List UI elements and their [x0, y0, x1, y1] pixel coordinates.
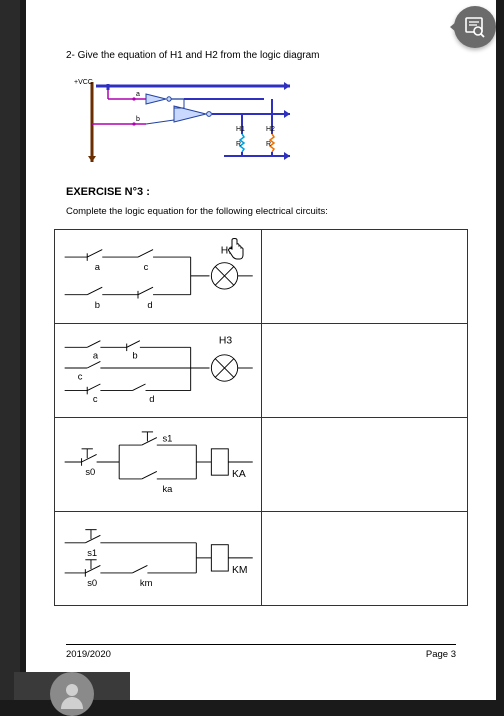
svg-text:s1: s1: [87, 547, 97, 558]
svg-text:a: a: [93, 350, 99, 361]
svg-text:b: b: [136, 116, 140, 123]
user-avatar-icon: [50, 672, 94, 716]
document-search-icon: [463, 15, 487, 39]
footer-page: Page 3: [426, 649, 456, 660]
svg-text:d: d: [147, 299, 152, 310]
circuit-cell-4: s1 s0 km KM: [55, 512, 262, 606]
exercise-title: EXERCISE N°3 :: [66, 186, 456, 198]
svg-text:H1: H1: [221, 245, 234, 256]
svg-text:s0: s0: [87, 577, 97, 588]
svg-text:+VCC: +VCC: [74, 79, 93, 86]
circuits-table: a c b d: [54, 229, 468, 606]
question-line: 2- Give the equation of H1 and H2 from t…: [66, 50, 456, 61]
document-page: 2- Give the equation of H1 and H2 from t…: [26, 0, 496, 700]
answer-cell-3: [261, 418, 468, 512]
svg-text:H1: H1: [236, 126, 245, 133]
page-footer: 2019/2020 Page 3: [66, 644, 456, 660]
table-row: s0 s1 ka: [55, 418, 468, 512]
footer-year: 2019/2020: [66, 649, 111, 660]
svg-text:H2: H2: [266, 126, 275, 133]
svg-text:KA: KA: [232, 469, 246, 480]
svg-text:R: R: [236, 141, 241, 148]
svg-text:a: a: [136, 91, 140, 98]
find-in-document-button[interactable]: [454, 6, 496, 48]
vcc-logic-diagram: +VCC a b H1 H2 R R: [74, 76, 314, 166]
svg-text:s1: s1: [162, 432, 172, 443]
svg-text:c: c: [144, 261, 149, 272]
svg-text:H3: H3: [219, 336, 232, 347]
svg-text:b: b: [95, 299, 100, 310]
answer-cell-2: [261, 324, 468, 418]
circuit-cell-1: a c b d: [55, 230, 262, 324]
exercise-subtitle: Complete the logic equation for the foll…: [66, 206, 456, 217]
svg-text:KM: KM: [232, 565, 248, 576]
svg-text:s0: s0: [85, 466, 95, 477]
svg-text:d: d: [149, 393, 154, 404]
svg-text:c: c: [93, 393, 98, 404]
svg-text:R: R: [266, 141, 271, 148]
table-row: a b c c: [55, 324, 468, 418]
svg-text:c: c: [78, 370, 83, 381]
answer-cell-4: [261, 512, 468, 606]
svg-text:a: a: [95, 261, 101, 272]
table-row: a c b d: [55, 230, 468, 324]
svg-text:b: b: [132, 350, 137, 361]
table-row: s1 s0 km KM: [55, 512, 468, 606]
svg-text:km: km: [140, 577, 153, 588]
collapse-arrow-icon: [450, 22, 456, 32]
circuit-cell-2: a b c c: [55, 324, 262, 418]
circuit-cell-3: s0 s1 ka: [55, 418, 262, 512]
answer-cell-1: [261, 230, 468, 324]
left-rail: [0, 0, 20, 700]
presenter-bar[interactable]: [14, 672, 130, 700]
svg-text:ka: ka: [162, 483, 173, 494]
